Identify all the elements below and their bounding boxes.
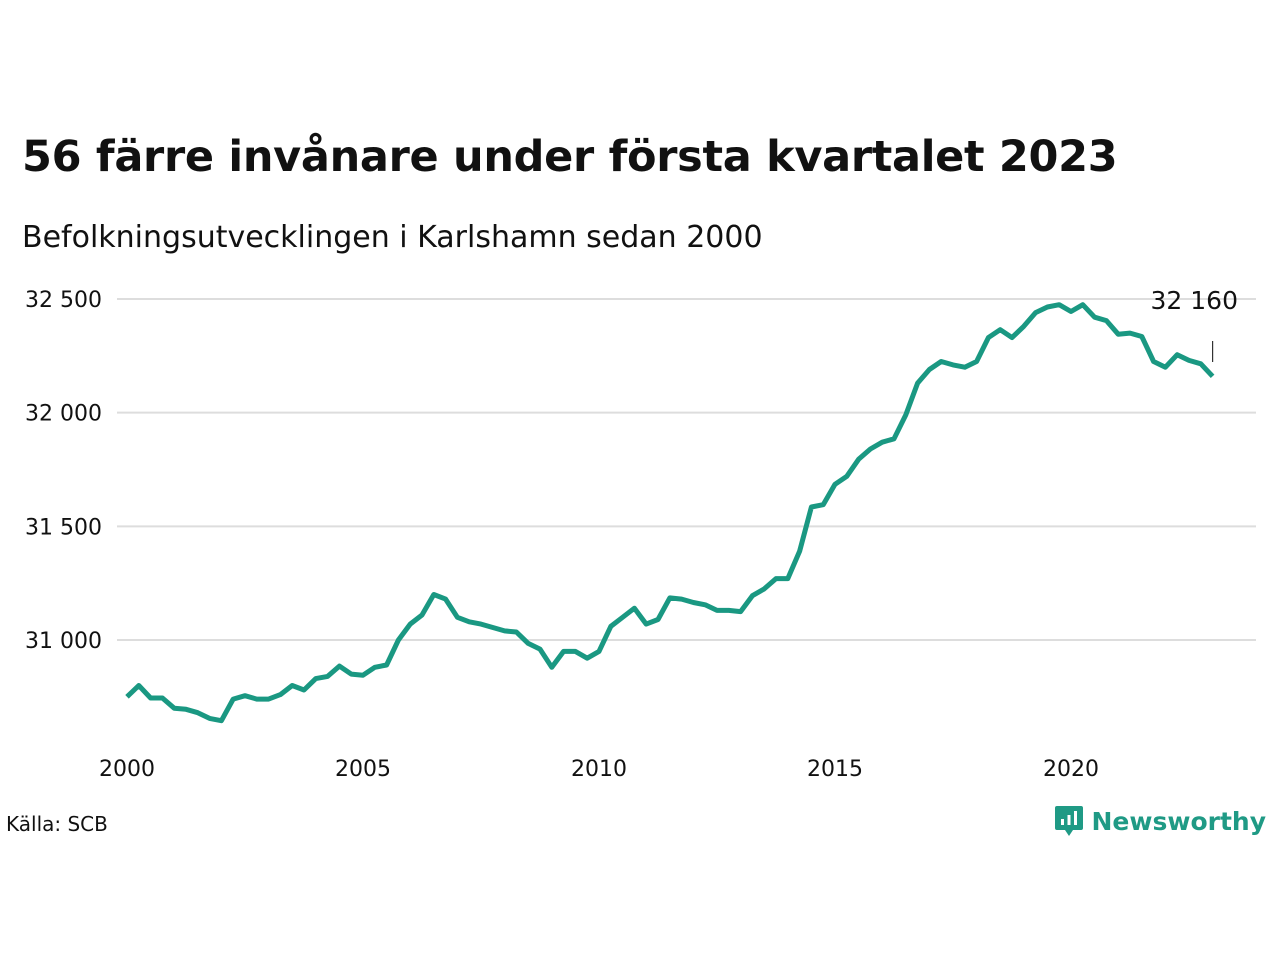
brand-name: Newsworthy xyxy=(1091,806,1267,836)
x-tick-label: 2000 xyxy=(99,757,155,782)
x-tick-label: 2015 xyxy=(807,757,863,782)
x-tick-label: 2005 xyxy=(335,757,391,782)
y-tick-label: 32 500 xyxy=(25,288,102,313)
brand-logo: Newsworthy xyxy=(1054,804,1267,838)
chart-subtitle: Befolkningsutvecklingen i Karlshamn seda… xyxy=(22,220,763,255)
end-value-label: 32 160 xyxy=(1151,286,1238,315)
y-axis-ticks: 31 000 31 500 32 000 32 500 xyxy=(25,288,102,654)
series-line xyxy=(125,302,1215,724)
newsworthy-logo-icon xyxy=(1054,806,1083,836)
chart-title: 56 färre invånare under första kvartalet… xyxy=(22,132,1118,182)
source-note: Källa: SCB xyxy=(6,812,108,836)
gridlines xyxy=(117,298,1256,641)
y-tick-label: 32 000 xyxy=(25,402,102,427)
series-group xyxy=(125,302,1215,724)
end-annotation: 32 160 xyxy=(1151,286,1238,362)
x-axis-ticks: 2000 2005 2010 2015 2020 xyxy=(99,757,1099,782)
y-tick-label: 31 000 xyxy=(25,629,102,654)
x-tick-label: 2010 xyxy=(571,757,627,782)
x-tick-label: 2020 xyxy=(1043,757,1099,782)
y-tick-label: 31 500 xyxy=(25,515,102,540)
